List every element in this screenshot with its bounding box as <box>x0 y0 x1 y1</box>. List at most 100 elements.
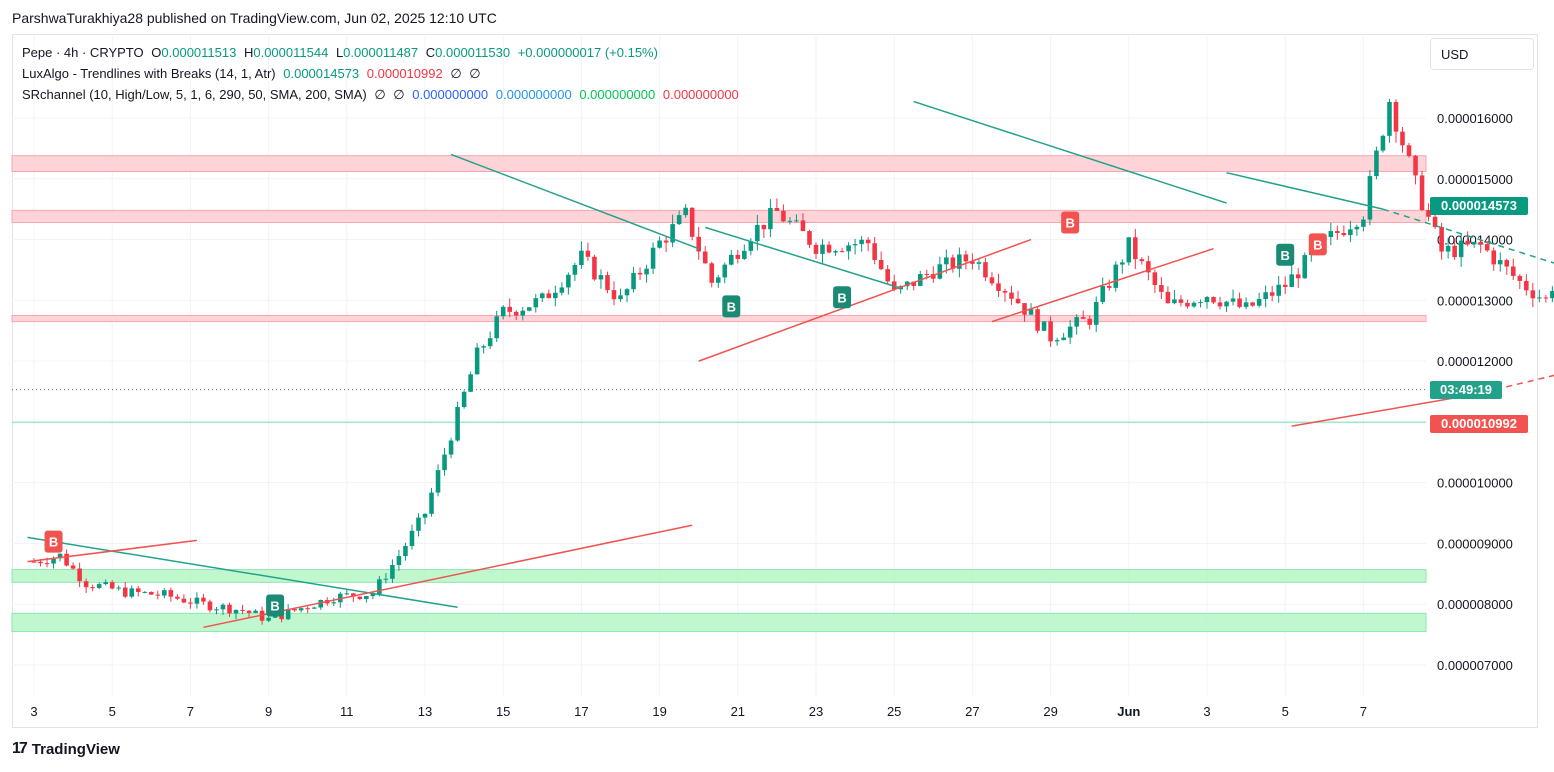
candle-body <box>487 338 493 347</box>
candle-body <box>233 609 239 614</box>
candle-body <box>755 224 760 242</box>
y-tick-label: 0.000013000 <box>1437 293 1513 308</box>
downward-break-signal: B <box>266 594 285 617</box>
x-tick-label: 17 <box>574 704 588 719</box>
y-tick-label: 0.000010000 <box>1437 476 1513 491</box>
candle-body <box>220 604 226 610</box>
candle-body <box>976 262 982 264</box>
candle-body <box>1250 302 1255 306</box>
break-signal-label: B <box>727 299 736 314</box>
candle-body <box>240 609 245 611</box>
candle-body <box>1139 259 1145 262</box>
candle-body <box>149 591 154 595</box>
candle-body <box>813 244 819 254</box>
y-tick-label: 0.000016000 <box>1437 111 1513 126</box>
candle-body <box>924 274 930 276</box>
downtrend-line <box>704 226 901 289</box>
candle-body <box>839 251 845 253</box>
x-tick-label: 21 <box>731 704 745 719</box>
candle-body <box>227 604 232 614</box>
candle-body <box>1419 175 1425 211</box>
open-label: O <box>151 45 162 60</box>
candle-body <box>331 602 337 604</box>
candle-body <box>396 556 402 566</box>
x-tick-label: 29 <box>1043 704 1057 719</box>
candle-body <box>1048 321 1053 342</box>
candle-body <box>722 264 728 278</box>
candle-body <box>1230 298 1236 302</box>
luxalgo-lower-value: 0.000010992 <box>366 66 443 81</box>
candle-body <box>181 598 187 603</box>
uptrend-line <box>203 524 693 629</box>
candle-body <box>1002 290 1008 293</box>
candle-body <box>520 310 526 316</box>
candle-body <box>390 565 395 579</box>
candle-body <box>1120 262 1125 265</box>
candle-body <box>1530 290 1536 299</box>
candle-body <box>1022 303 1027 315</box>
break-signal-badge <box>1308 233 1327 256</box>
break-signal-badge <box>1061 211 1080 234</box>
luxalgo-legend: LuxAlgo - Trendlines with Breaks (14, 1,… <box>22 66 485 82</box>
candle-body <box>1511 266 1516 276</box>
candle-body <box>1106 286 1112 288</box>
change-value: +0.000000017 (+0.15%) <box>517 45 658 60</box>
open-value: 0.000011513 <box>161 45 237 60</box>
srchannel-value-2: 0.000000000 <box>495 87 572 102</box>
candle-body <box>963 254 969 262</box>
candle-body <box>155 594 161 596</box>
candle-body <box>996 283 1001 291</box>
break-signal-label: B <box>1313 237 1322 252</box>
candle-body <box>1537 297 1542 299</box>
x-tick-label: 3 <box>30 704 37 719</box>
candle-body <box>859 239 864 245</box>
symbol-name[interactable]: Pepe · 4h · CRYPTO <box>22 45 144 60</box>
candle-body <box>1185 302 1190 307</box>
candle-body <box>83 581 89 588</box>
downtrend-line <box>1226 171 1384 210</box>
candle-body <box>1093 301 1099 325</box>
countdown-price-tag: 03:49:19 <box>1430 381 1502 399</box>
uptrend-line <box>698 238 1032 362</box>
candle-body <box>800 220 806 232</box>
candle-body <box>742 250 747 259</box>
tradingview-footer[interactable]: 17 TradingView <box>12 740 120 758</box>
candle-body <box>911 281 917 286</box>
candle-body <box>611 290 617 300</box>
candle-body <box>318 600 324 608</box>
candle-body <box>1491 250 1497 265</box>
srchannel-name[interactable]: SRchannel (10, High/Low, 5, 1, 6, 290, 5… <box>22 87 367 102</box>
candle-body <box>64 553 69 566</box>
candle-body <box>122 587 128 597</box>
break-signal-label: B <box>1065 216 1074 231</box>
candle-body <box>826 244 832 253</box>
candle-body <box>1367 176 1373 220</box>
candle-body <box>1432 216 1438 228</box>
candle-body <box>820 244 825 254</box>
candle-body <box>357 596 363 600</box>
candle-body <box>1269 292 1275 296</box>
candle-body <box>116 587 121 589</box>
y-tick-label: 0.000014000 <box>1437 233 1513 248</box>
currency-button[interactable]: USD <box>1430 38 1534 70</box>
candle-body <box>1295 274 1301 279</box>
candle-body <box>507 306 512 312</box>
candle-body <box>1087 318 1092 325</box>
candle-body <box>526 307 532 311</box>
candle-body <box>970 261 975 264</box>
candle-body <box>1328 231 1334 238</box>
candle-body <box>1335 231 1340 234</box>
candle-body <box>644 268 649 275</box>
candle-body <box>1067 326 1073 338</box>
downtrend-projection <box>1382 208 1554 264</box>
uptrend-line <box>27 539 198 563</box>
candle-body <box>266 617 271 621</box>
candle-body <box>285 609 291 620</box>
candle-body <box>142 591 148 593</box>
candle-body <box>448 440 454 455</box>
candle-body <box>38 561 43 564</box>
luxalgo-upper-value: 0.000014573 <box>283 66 360 81</box>
luxalgo-name[interactable]: LuxAlgo - Trendlines with Breaks (14, 1,… <box>22 66 276 81</box>
candle-body <box>709 263 715 283</box>
